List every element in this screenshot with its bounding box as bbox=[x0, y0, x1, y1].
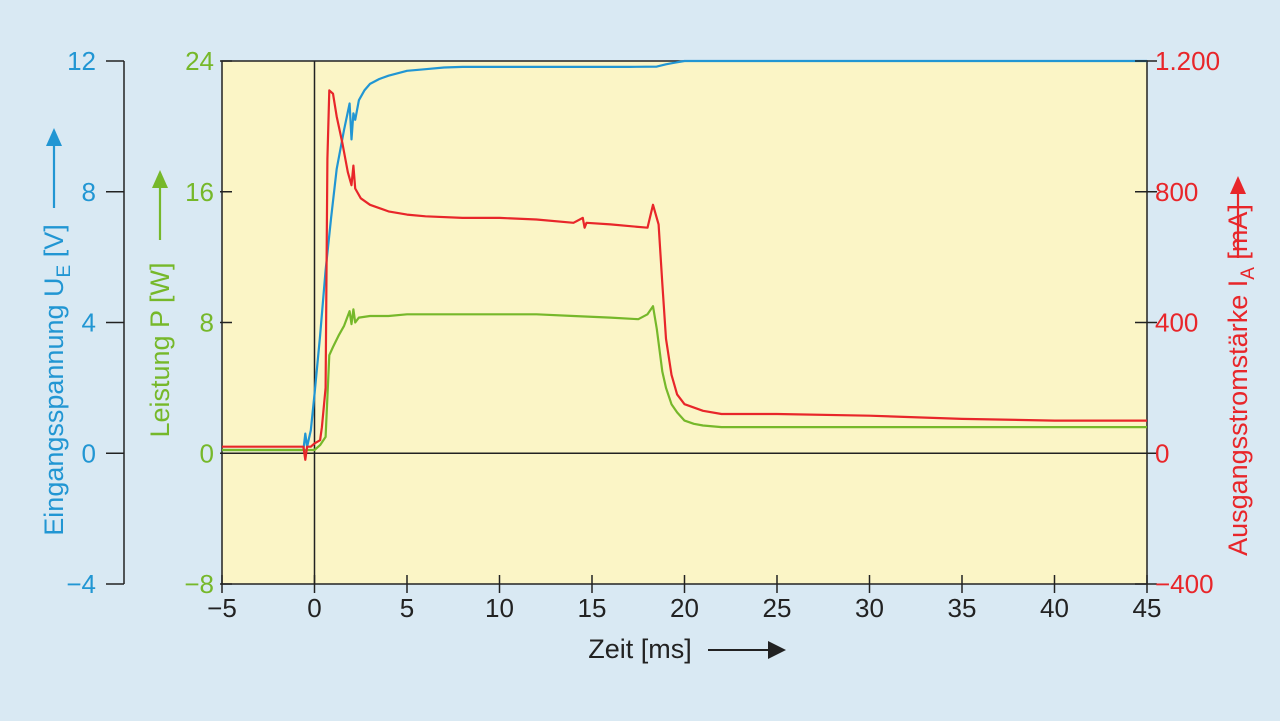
y-axis-title-power: Leistung P [W] bbox=[145, 170, 175, 438]
x-tick-label: 35 bbox=[948, 593, 977, 623]
y-tick-label-voltage: −4 bbox=[66, 569, 96, 599]
y-axis-title-text-voltage: Eingangsspannung UE [V] bbox=[39, 224, 75, 535]
y-tick-label-power: 8 bbox=[200, 308, 214, 338]
y-axis-arrow-head-current bbox=[1230, 176, 1246, 194]
x-tick-label: 40 bbox=[1040, 593, 1069, 623]
y-tick-label-current: 800 bbox=[1155, 177, 1198, 207]
y-axis-arrow-head-voltage bbox=[46, 128, 62, 146]
axis-layer bbox=[106, 60, 1157, 659]
x-tick-label: −5 bbox=[207, 593, 237, 623]
plot-layer bbox=[221, 60, 1148, 585]
y-axis-arrow-head-power bbox=[152, 170, 168, 188]
y-tick-label-current: 400 bbox=[1155, 308, 1198, 338]
y-tick-label-current: 1.200 bbox=[1155, 46, 1220, 76]
x-axis-title: Zeit [ms] bbox=[588, 634, 692, 664]
label-layer: −5 0 5 10 15 20 25 30 35 40 45 Zeit [ms] −4 0 4 8 12 Eing… bbox=[39, 46, 1259, 664]
y-axis-title-text-power: Leistung P [W] bbox=[145, 262, 175, 437]
y-tick-label-current: 0 bbox=[1155, 438, 1169, 468]
y-axis-title-text-current: Ausgangsstromstärke IA [mA] bbox=[1223, 204, 1259, 556]
x-tick-label: 45 bbox=[1133, 593, 1162, 623]
y-tick-label-voltage: 12 bbox=[67, 46, 96, 76]
y-tick-label-power: −8 bbox=[184, 569, 214, 599]
x-tick-label: 10 bbox=[485, 593, 514, 623]
y-tick-label-power: 0 bbox=[200, 438, 214, 468]
x-tick-label: 5 bbox=[400, 593, 414, 623]
y-axis-title-current: Ausgangsstromstärke IA [mA] bbox=[1223, 176, 1259, 556]
y-axis-title-subscript-voltage: E bbox=[54, 265, 75, 278]
y-axis-title-unit-voltage: [V] bbox=[39, 224, 69, 265]
x-tick-label: 15 bbox=[578, 593, 607, 623]
y-axis-title-voltage: Eingangsspannung UE [V] bbox=[39, 128, 75, 536]
x-tick-label: 20 bbox=[670, 593, 699, 623]
y-axis-title-subscript-current: A bbox=[1238, 267, 1259, 280]
y-tick-label-power: 16 bbox=[185, 177, 214, 207]
x-tick-label: 25 bbox=[763, 593, 792, 623]
series-line-power bbox=[222, 305, 1147, 452]
y-axis-title-main-voltage: Eingangsspannung U bbox=[39, 278, 69, 536]
y-tick-label-current: −400 bbox=[1155, 569, 1214, 599]
x-axis-arrow-head bbox=[768, 641, 786, 659]
y-axis-title-main-power: Leistung P [W] bbox=[145, 262, 175, 437]
x-tick-label: 30 bbox=[855, 593, 884, 623]
y-tick-label-voltage: 0 bbox=[82, 438, 96, 468]
x-tick-label: 0 bbox=[307, 593, 321, 623]
y-axis-title-main-current: Ausgangsstromstärke I bbox=[1223, 280, 1253, 556]
y-tick-label-power: 24 bbox=[185, 46, 214, 76]
plot-area bbox=[221, 60, 1148, 585]
y-tick-label-voltage: 8 bbox=[82, 177, 96, 207]
series-line-voltage bbox=[222, 59, 1147, 452]
y-tick-label-voltage: 4 bbox=[82, 308, 96, 338]
series-line-current bbox=[222, 89, 1147, 461]
series-layer bbox=[222, 59, 1147, 461]
